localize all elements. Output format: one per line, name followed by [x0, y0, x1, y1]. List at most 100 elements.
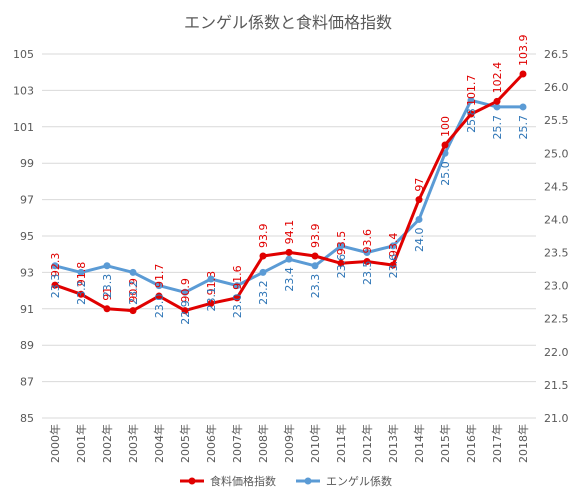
data-label: 23.2 [257, 280, 270, 305]
data-point [493, 103, 501, 111]
y-left-tick-label: 103 [13, 84, 34, 97]
y-right-tick-label: 26.5 [544, 48, 569, 61]
y-left-tick-label: 91 [20, 303, 34, 316]
data-point [415, 196, 423, 204]
data-label: 23.4 [283, 267, 296, 292]
x-tick-label: 2012年 [360, 424, 374, 463]
x-tick-label: 2000年 [48, 424, 62, 463]
data-point [259, 252, 267, 260]
y-left-tick-label: 87 [20, 376, 34, 389]
data-label: 94.1 [283, 220, 296, 245]
x-tick-label: 2016年 [464, 424, 478, 463]
data-point [337, 242, 345, 250]
data-point [285, 255, 293, 263]
data-label: 23.3 [101, 274, 114, 299]
data-point [389, 242, 397, 250]
data-point [77, 268, 85, 276]
x-tick-label: 2002年 [100, 424, 114, 463]
y-right-tick-label: 26.0 [544, 81, 569, 94]
data-point [389, 261, 397, 269]
x-tick-label: 2006年 [204, 424, 218, 463]
data-label: 90.9 [179, 278, 192, 303]
data-label: 93.9 [309, 224, 322, 249]
data-point [311, 262, 319, 270]
data-label: 93.6 [361, 229, 374, 254]
y-left-tick-label: 97 [20, 194, 34, 207]
data-labels: 92.3 91.8 91 90.9 91.7 90.9 91.3 91.6 93.9 94.1 93… [49, 35, 530, 325]
x-tick-label: 2011年 [334, 424, 348, 463]
data-point [519, 70, 527, 78]
data-label: 24.0 [413, 227, 426, 252]
data-label: 97 [413, 178, 426, 192]
data-point [207, 299, 215, 307]
data-point [103, 305, 111, 313]
y-left-tick-label: 99 [20, 157, 34, 170]
y-right-tick-label: 25.0 [544, 147, 569, 160]
legend-marker [188, 477, 196, 485]
data-point [493, 97, 501, 105]
data-point [285, 248, 293, 256]
data-point [233, 282, 241, 290]
legend-marker [304, 477, 312, 485]
x-tick-label: 2003年 [126, 424, 140, 463]
y-left-tick-label: 95 [20, 230, 34, 243]
data-label: 25.8 [465, 108, 478, 133]
data-point [233, 294, 241, 302]
y-right-tick-label: 24.5 [544, 180, 569, 193]
data-point [519, 103, 527, 111]
data-label: 23.6 [387, 254, 400, 279]
y-right-tick-label: 25.5 [544, 114, 569, 127]
data-label: 91.7 [153, 264, 166, 289]
data-point [181, 288, 189, 296]
y-right-tick-label: 23.0 [544, 280, 569, 293]
data-label: 93.9 [257, 224, 270, 249]
x-tick-label: 2015年 [438, 424, 452, 463]
data-label: 92.3 [49, 253, 62, 278]
data-point [207, 275, 215, 283]
data-label: 93.5 [335, 231, 348, 256]
y-axis-left: 85 87 89 91 93 95 97 99 101 103 105 [13, 48, 34, 425]
data-label: 91.6 [231, 265, 244, 290]
data-point [337, 259, 345, 267]
y-right-tick-label: 22.0 [544, 346, 569, 359]
x-tick-label: 2009年 [282, 424, 296, 463]
x-tick-label: 2013年 [386, 424, 400, 463]
x-tick-label: 2004年 [152, 424, 166, 463]
y-axis-right: 21.0 21.5 22.0 22.5 23.0 23.5 24.0 24.5 25.0 25.5… [544, 48, 569, 425]
y-left-tick-label: 101 [13, 121, 34, 134]
data-label: 23.0 [231, 294, 244, 319]
data-point [155, 282, 163, 290]
data-point [77, 290, 85, 298]
data-point [311, 252, 319, 260]
data-point [129, 307, 137, 315]
data-point [467, 110, 475, 118]
data-label: 23.5 [361, 261, 374, 286]
data-label: 91.8 [75, 262, 88, 287]
data-label: 25.0 [439, 161, 452, 186]
data-point [155, 292, 163, 300]
data-label: 22.9 [179, 300, 192, 325]
y-right-tick-label: 23.5 [544, 247, 569, 260]
data-label: 23.0 [153, 294, 166, 319]
data-label: 101.7 [465, 75, 478, 107]
y-right-tick-label: 21.0 [544, 412, 569, 425]
y-left-tick-label: 105 [13, 48, 34, 61]
x-tick-label: 2008年 [256, 424, 270, 463]
data-point [51, 262, 59, 270]
data-label: 25.7 [491, 115, 504, 140]
legend: 食料価格指数 エンゲル係数 [180, 474, 392, 488]
gridlines [42, 53, 536, 419]
y-right-tick-label: 24.0 [544, 213, 569, 226]
x-tick-label: 2018年 [516, 424, 530, 463]
data-label: 91 [101, 287, 114, 301]
data-point [181, 307, 189, 315]
data-label: 90.9 [127, 278, 140, 303]
data-point [259, 268, 267, 276]
y-left-tick-label: 93 [20, 266, 34, 279]
data-label: 23.3 [309, 274, 322, 299]
data-point [467, 96, 475, 104]
series-line-engel-coefficient [54, 98, 523, 294]
y-left-tick-label: 85 [20, 412, 34, 425]
x-tick-label: 2010年 [308, 424, 322, 463]
